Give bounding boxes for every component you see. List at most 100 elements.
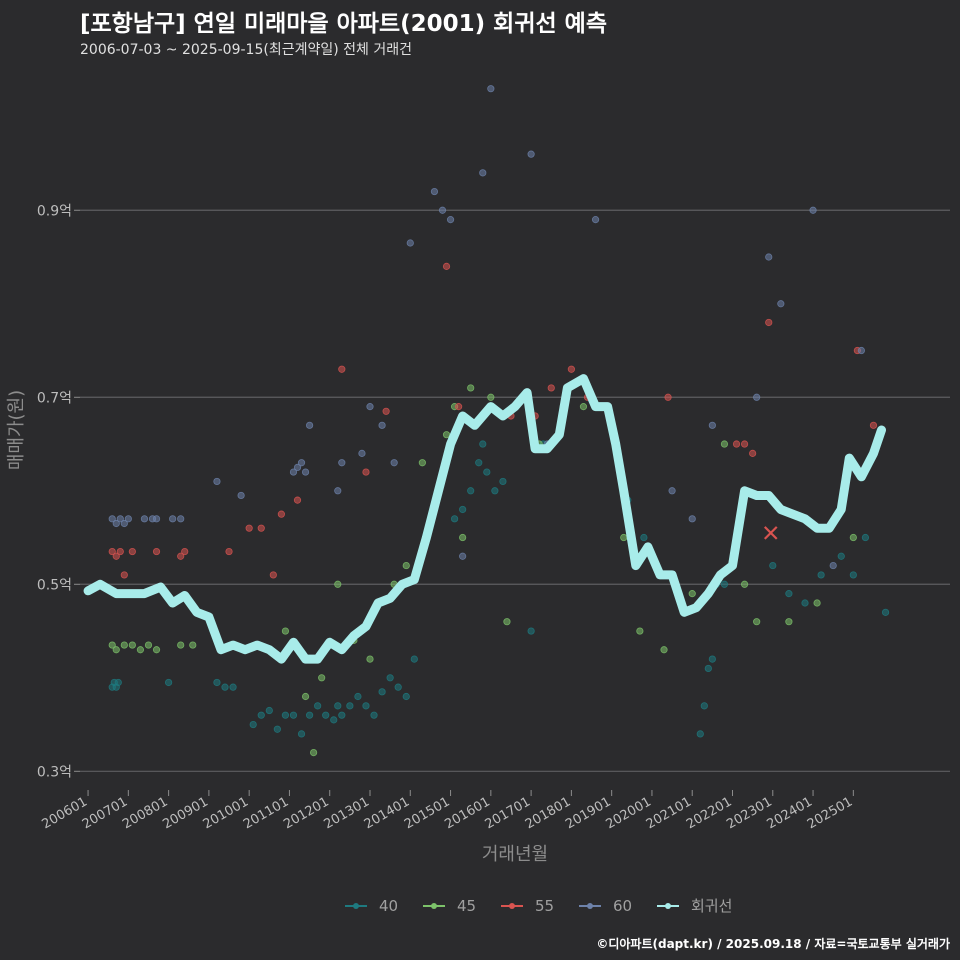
chart-title: [포항남구] 연일 미래마을 아파트(2001) 회귀선 예측 bbox=[80, 11, 607, 37]
data-point-60 bbox=[213, 477, 221, 486]
data-point-40 bbox=[362, 702, 370, 710]
data-point-60 bbox=[293, 463, 302, 472]
data-point-45 bbox=[108, 641, 116, 649]
data-point-40 bbox=[483, 468, 491, 476]
data-point-45 bbox=[301, 692, 310, 701]
x-tick-label: 202201 bbox=[684, 794, 734, 832]
x-tick-label: 201101 bbox=[241, 794, 291, 832]
data-point-60 bbox=[459, 552, 467, 560]
data-point-55 bbox=[740, 440, 749, 448]
data-point-45 bbox=[459, 533, 467, 542]
data-point-55 bbox=[152, 547, 161, 556]
data-point-45 bbox=[813, 599, 821, 607]
data-point-40 bbox=[402, 692, 410, 701]
data-point-60 bbox=[108, 515, 116, 523]
data-point-55 bbox=[869, 421, 878, 429]
x-tick-label: 202101 bbox=[644, 794, 694, 832]
data-point-55 bbox=[338, 365, 346, 373]
data-point-60 bbox=[487, 85, 495, 93]
data-point-40 bbox=[297, 730, 306, 738]
legend: 40 45 55 60 회귀선 bbox=[345, 897, 732, 915]
data-point-40 bbox=[322, 711, 330, 719]
data-point-60 bbox=[334, 487, 342, 495]
data-point-45 bbox=[112, 646, 120, 654]
data-point-40 bbox=[354, 692, 362, 701]
data-point-55 bbox=[382, 407, 390, 415]
data-point-60 bbox=[708, 421, 716, 429]
data-point-40 bbox=[801, 599, 809, 607]
data-point-60 bbox=[237, 491, 245, 500]
data-point-40 bbox=[459, 505, 467, 514]
data-point-60 bbox=[688, 515, 696, 523]
data-point-40 bbox=[265, 706, 273, 715]
data-point-45 bbox=[366, 655, 374, 663]
source-credit: ©디아파트(dapt.kr) / 2025.09.18 / 자료=국토교통부 실… bbox=[596, 937, 950, 951]
data-point-40 bbox=[410, 655, 418, 663]
data-point-60 bbox=[301, 468, 310, 476]
data-point-40 bbox=[700, 702, 708, 710]
data-point-55 bbox=[112, 552, 120, 560]
data-point-45 bbox=[334, 580, 342, 588]
data-point-40 bbox=[334, 702, 342, 710]
legend-swatch-dot bbox=[353, 903, 359, 909]
data-point-60 bbox=[338, 459, 346, 467]
data-point-60 bbox=[140, 515, 149, 523]
data-point-45 bbox=[636, 627, 644, 635]
data-point-40 bbox=[378, 688, 386, 696]
x-tick-label: 202301 bbox=[724, 794, 774, 832]
x-tick-label: 201501 bbox=[402, 794, 452, 832]
data-point-40 bbox=[475, 459, 483, 467]
data-point-55 bbox=[567, 365, 575, 373]
data-point-60 bbox=[753, 393, 761, 401]
data-point-60 bbox=[297, 459, 306, 467]
data-point-55 bbox=[765, 318, 773, 327]
data-point-45 bbox=[688, 590, 696, 598]
data-point-60 bbox=[829, 561, 837, 570]
data-point-55 bbox=[128, 547, 136, 556]
data-point-55 bbox=[181, 547, 189, 556]
data-point-60 bbox=[527, 150, 535, 158]
x-tick-label: 201701 bbox=[483, 794, 533, 832]
data-point-40 bbox=[861, 533, 870, 542]
data-point-60 bbox=[120, 519, 128, 528]
data-point-45 bbox=[136, 646, 145, 654]
data-point-55 bbox=[293, 496, 302, 504]
legend-label: 60 bbox=[613, 897, 632, 915]
data-point-45 bbox=[720, 440, 729, 448]
data-point-45 bbox=[753, 618, 761, 626]
data-point-45 bbox=[128, 641, 136, 649]
data-point-60 bbox=[430, 187, 439, 196]
data-point-60 bbox=[479, 169, 487, 177]
gridlines bbox=[80, 209, 950, 772]
legend-swatch-dot bbox=[665, 903, 671, 909]
cross-marker bbox=[763, 526, 778, 540]
x-axis-ticks: 2006012007012008012009012010012011012012… bbox=[40, 790, 855, 832]
data-point-60 bbox=[289, 468, 298, 476]
x-tick-label: 202001 bbox=[603, 794, 653, 832]
x-tick-label: 201601 bbox=[442, 794, 492, 832]
data-point-55 bbox=[455, 403, 463, 411]
x-tick-label: 201201 bbox=[281, 794, 331, 832]
data-point-40 bbox=[229, 683, 237, 691]
data-point-40 bbox=[289, 711, 298, 719]
data-point-55 bbox=[108, 547, 116, 556]
data-point-60 bbox=[177, 515, 185, 523]
data-point-55 bbox=[362, 468, 370, 476]
data-point-55 bbox=[732, 440, 741, 448]
y-tick-label: 0.9억 bbox=[37, 203, 72, 219]
data-point-40 bbox=[114, 678, 122, 687]
data-point-40 bbox=[696, 730, 704, 738]
data-point-40 bbox=[305, 711, 314, 719]
legend-label: 회귀선 bbox=[691, 897, 732, 915]
data-point-55 bbox=[749, 449, 757, 457]
data-point-40 bbox=[479, 440, 487, 448]
data-point-60 bbox=[152, 515, 161, 523]
x-tick-label: 201901 bbox=[563, 794, 613, 832]
data-point-40 bbox=[785, 590, 793, 598]
data-point-45 bbox=[579, 403, 588, 411]
data-point-55 bbox=[547, 384, 555, 392]
data-point-45 bbox=[310, 748, 318, 757]
data-point-60 bbox=[112, 519, 120, 528]
data-point-40 bbox=[273, 725, 281, 733]
